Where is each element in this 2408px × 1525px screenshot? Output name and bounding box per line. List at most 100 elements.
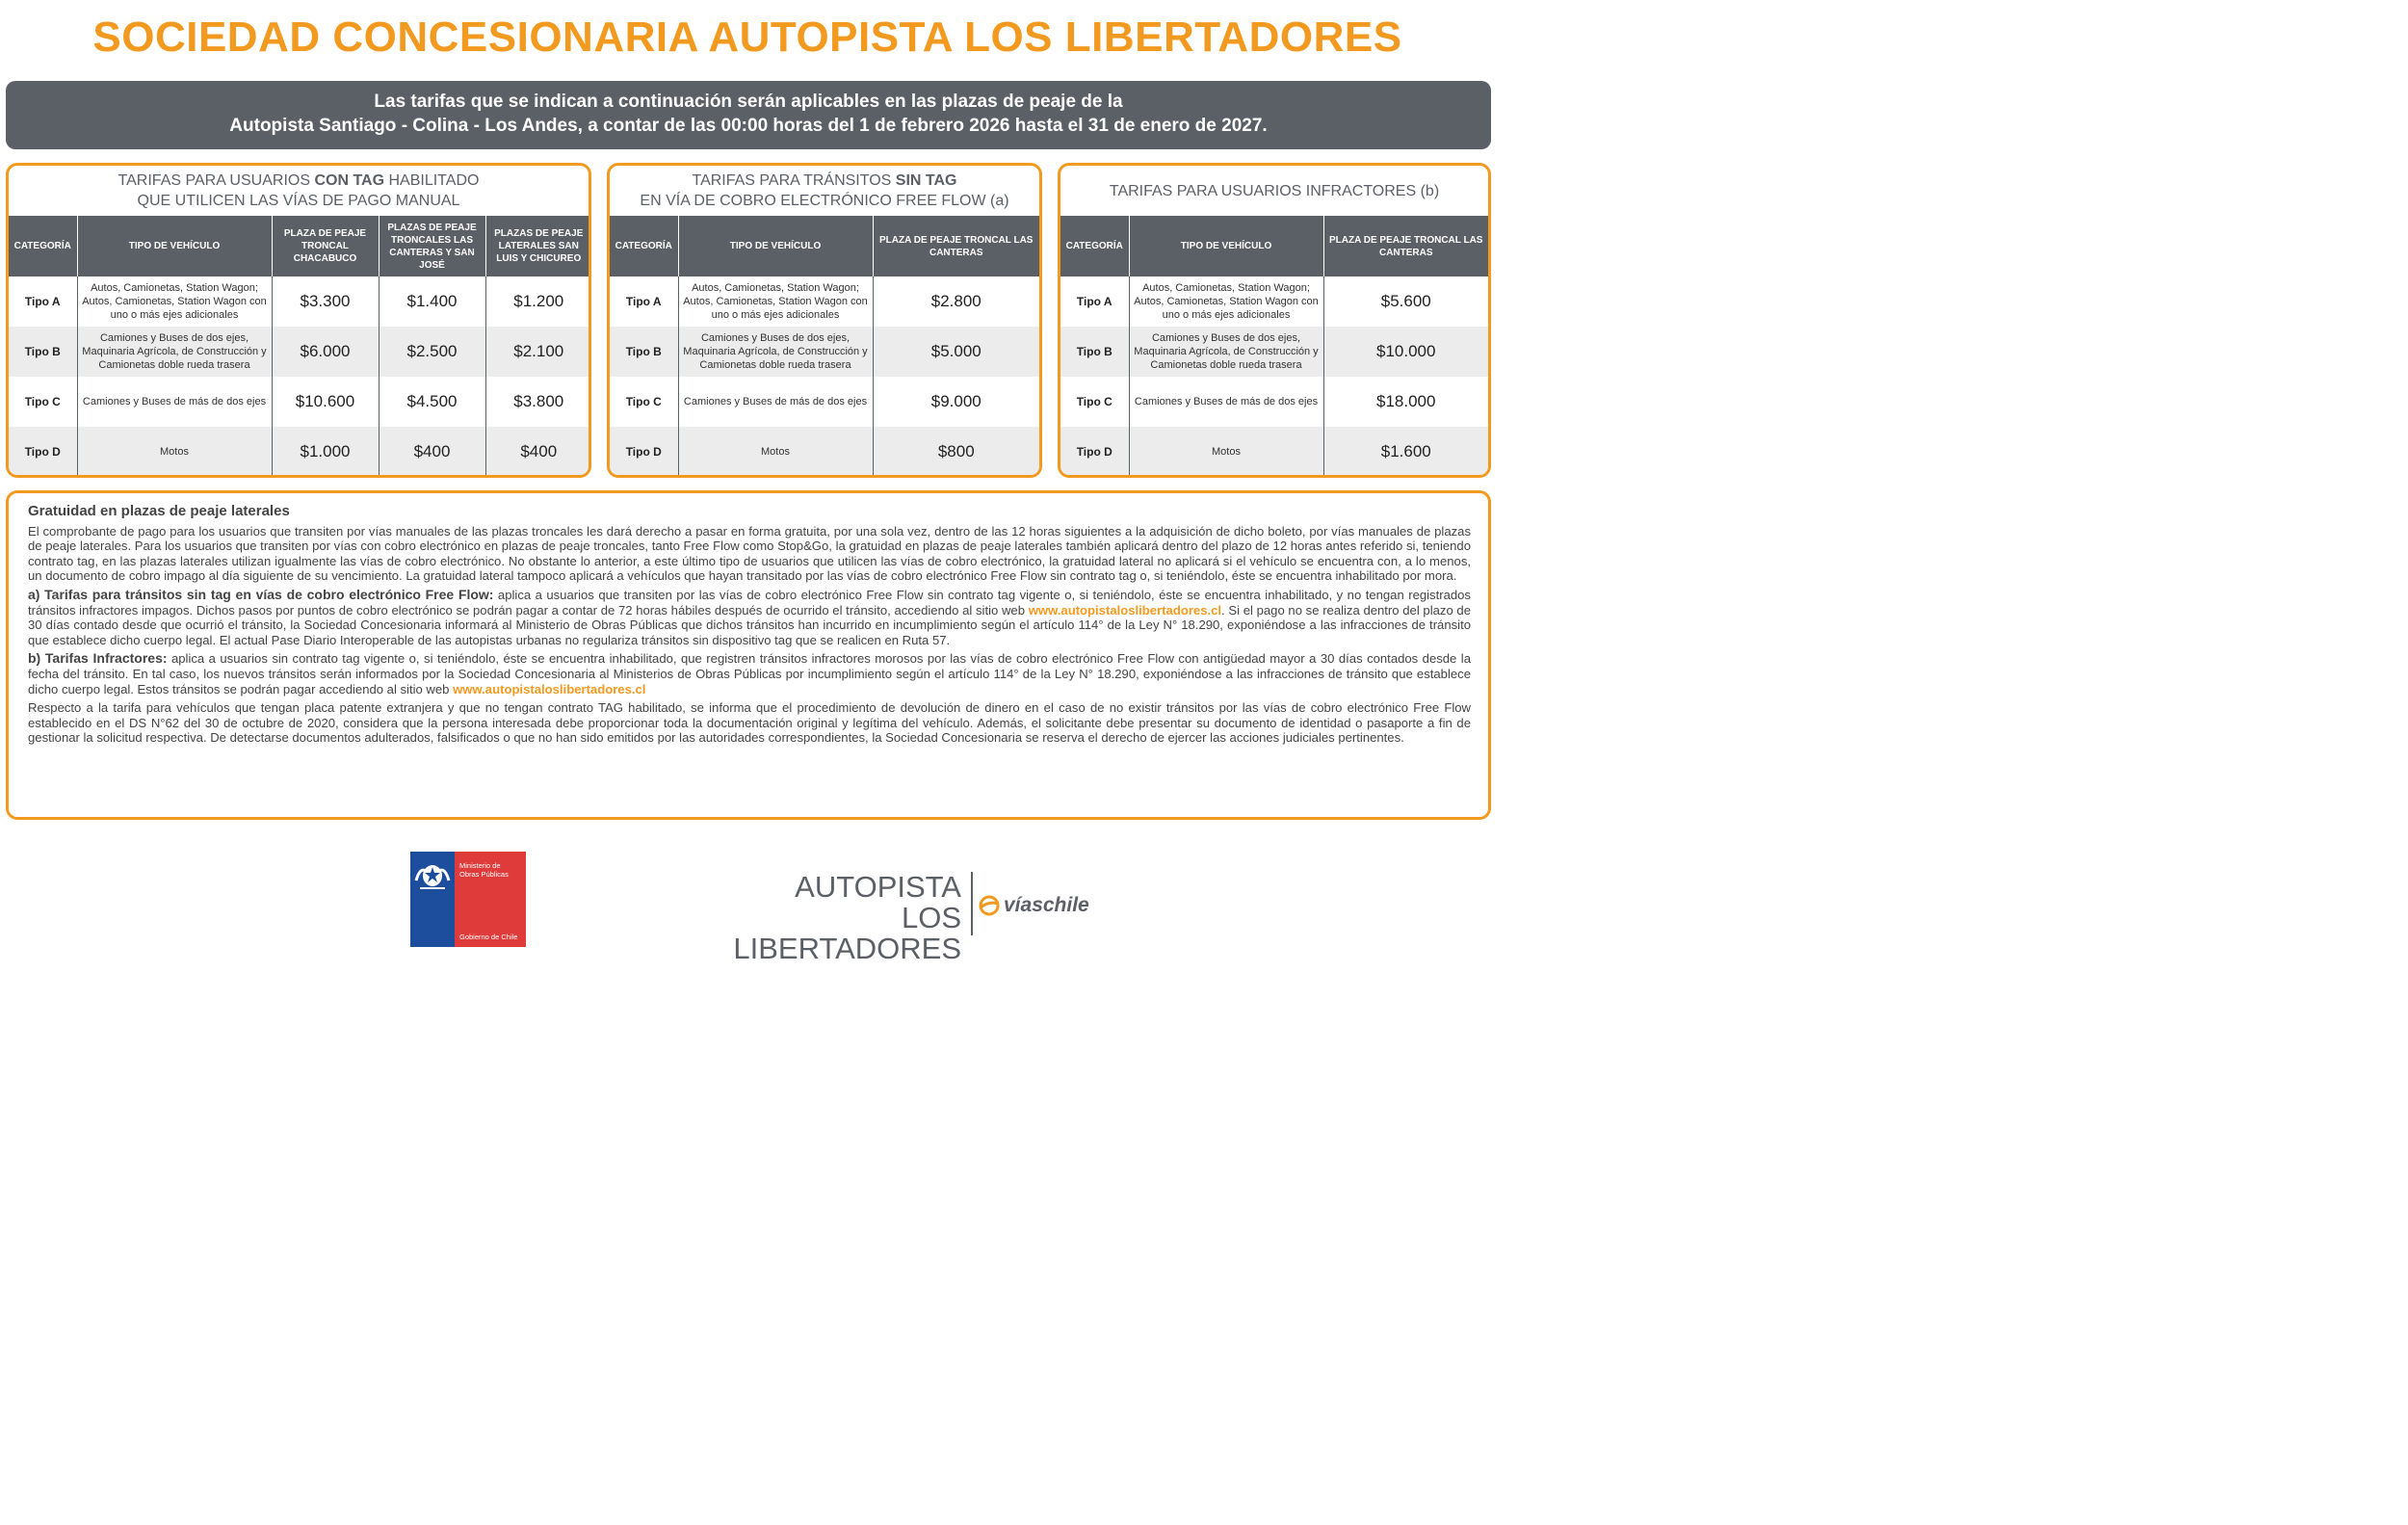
title-part: HABILITADO xyxy=(384,172,480,189)
vehicle-cell: Camiones y Buses de dos ejes, Maquinaria… xyxy=(76,327,272,377)
price-cell: $6.000 xyxy=(271,327,379,377)
mop-text-2: Obras Públicas xyxy=(459,870,509,879)
price-cell: $400 xyxy=(484,427,589,475)
table-row: Tipo B Camiones y Buses de dos ejes, Maqu… xyxy=(1060,327,1488,377)
note-b-label: b) Tarifas Infractores: xyxy=(28,650,168,667)
table-row: Tipo A Autos, Camionetas, Station Wagon; … xyxy=(9,276,589,327)
table-row: Tipo D Motos $1.600 xyxy=(1060,427,1488,475)
validity-banner: Las tarifas que se indican a continuació… xyxy=(6,81,1491,149)
vehicle-cell: Motos xyxy=(1128,427,1323,475)
viaschile-text: víaschile xyxy=(1004,894,1089,916)
category-cell: Tipo A xyxy=(625,295,662,308)
table-row: Tipo D Motos $800 xyxy=(610,427,1039,475)
table-row: Tipo C Camiones y Buses de más de dos eje… xyxy=(9,377,589,427)
table-row: Tipo B Camiones y Buses de dos ejes, Maqu… xyxy=(610,327,1039,377)
category-cell: Tipo D xyxy=(9,427,77,475)
tariff-box-sin-tag: TARIFAS PARA TRÁNSITOS SIN TAG EN VÍA DE… xyxy=(607,163,1042,478)
table-row: Tipo D Motos $1.000 $400 $400 xyxy=(9,427,589,475)
table-row: Tipo A Autos, Camionetas, Station Wagon; … xyxy=(1060,276,1488,327)
vehicle-cell: Camiones y Buses de dos ejes, Maquinaria… xyxy=(1128,327,1323,377)
title-line: TARIFAS PARA USUARIOS INFRACTORES (b) xyxy=(1109,182,1440,199)
col-header: TIPO DE VEHÍCULO xyxy=(76,216,272,276)
col-header: PLAZA DE PEAJE TRONCAL CHACABUCO xyxy=(271,216,379,276)
banner-line-2: Autopista Santiago - Colina - Los Andes,… xyxy=(229,116,1268,136)
table-row: Tipo C Camiones y Buses de más de dos eje… xyxy=(610,377,1039,427)
brand-line-1: AUTOPISTA xyxy=(795,870,961,904)
vehicle-cell: Camiones y Buses de más de dos ejes xyxy=(677,377,873,427)
logo-divider xyxy=(971,872,973,935)
category-cell: Tipo C xyxy=(24,395,61,408)
price-cell: $9.000 xyxy=(872,377,1039,427)
category-cell: Tipo B xyxy=(1060,327,1129,377)
price-cell: $2.500 xyxy=(378,327,485,377)
category-cell: Tipo B xyxy=(610,327,678,377)
tariff-box-con-tag: TARIFAS PARA USUARIOS CON TAG HABILITADO… xyxy=(6,163,591,478)
price-cell: $10.000 xyxy=(1322,327,1488,377)
price-cell: $2.100 xyxy=(484,327,589,377)
price-cell: $5.000 xyxy=(872,327,1039,377)
tariff-table-con-tag: CATEGORÍA TIPO DE VEHÍCULO PLAZA DE PEAJ… xyxy=(9,216,589,475)
page-title: SOCIEDAD CONCESIONARIA AUTOPISTA LOS LIB… xyxy=(92,13,1402,61)
col-header: PLAZAS DE PEAJE TRONCALES LAS CANTERAS Y… xyxy=(378,216,485,276)
mop-logo: Ministerio de Obras Públicas Gobierno de… xyxy=(410,852,526,947)
vehicle-cell: Autos, Camionetas, Station Wagon; Autos,… xyxy=(76,276,272,327)
vehicle-cell: Camiones y Buses de dos ejes, Maquinaria… xyxy=(677,327,873,377)
col-header: PLAZAS DE PEAJE LATERALES SAN LUIS Y CHI… xyxy=(484,216,589,276)
note-a-text: aplica a usuarios que transiten por las … xyxy=(28,587,1471,618)
vehicle-cell: Camiones y Buses de más de dos ejes xyxy=(1128,377,1323,427)
col-header: TIPO DE VEHÍCULO xyxy=(1128,216,1323,276)
price-cell: $1.200 xyxy=(484,276,589,327)
tariff-box-infractores-title: TARIFAS PARA USUARIOS INFRACTORES (b) xyxy=(1060,166,1488,216)
price-cell: $3.300 xyxy=(271,276,379,327)
price-cell: $5.600 xyxy=(1322,276,1488,327)
tariff-box-infractores: TARIFAS PARA USUARIOS INFRACTORES (b) CA… xyxy=(1058,163,1491,478)
title-line-2: QUE UTILICEN LAS VÍAS DE PAGO MANUAL xyxy=(137,193,460,209)
category-cell: Tipo C xyxy=(625,395,662,408)
tariff-box-sin-tag-title: TARIFAS PARA TRÁNSITOS SIN TAG EN VÍA DE… xyxy=(610,166,1039,216)
vehicle-cell: Autos, Camionetas, Station Wagon; Autos,… xyxy=(1128,276,1323,327)
info-paragraph-b: b) Tarifas Infractores: aplica a usuario… xyxy=(28,651,1471,697)
tariff-table-infractores: CATEGORÍA TIPO DE VEHÍCULO PLAZA DE PEAJ… xyxy=(1060,216,1488,475)
title-part: TARIFAS PARA USUARIOS xyxy=(118,172,315,189)
title-line-2: EN VÍA DE COBRO ELECTRÓNICO FREE FLOW (a… xyxy=(640,193,1009,209)
price-cell: $800 xyxy=(872,427,1039,475)
mop-logo-blue xyxy=(410,852,455,947)
note-a-text-2: . Si el pago no se realiza dentro del pl… xyxy=(28,602,1471,647)
info-paragraph-extranjera: Respecto a la tarifa para vehículos que … xyxy=(28,700,1471,746)
info-paragraph-gratuidad: El comprobante de pago para los usuarios… xyxy=(28,523,1471,584)
mop-text-1: Ministerio de xyxy=(459,861,501,870)
vehicle-cell: Camiones y Buses de más de dos ejes xyxy=(76,377,272,427)
note-b-text: aplica a usuarios sin contrato tag vigen… xyxy=(28,651,1471,697)
category-cell: Tipo B xyxy=(9,327,77,377)
category-cell: Tipo A xyxy=(1076,295,1112,308)
table-row: Tipo C Camiones y Buses de más de dos eje… xyxy=(1060,377,1488,427)
website-link[interactable]: www.autopistaloslibertadores.cl xyxy=(453,681,646,697)
vehicle-cell: Motos xyxy=(677,427,873,475)
info-heading: Gratuidad en plazas de peaje laterales xyxy=(28,503,290,519)
price-cell: $3.800 xyxy=(484,377,589,427)
website-link[interactable]: www.autopistaloslibertadores.cl xyxy=(1028,602,1222,618)
vehicle-cell: Autos, Camionetas, Station Wagon; Autos,… xyxy=(677,276,873,327)
table-row: Tipo A Autos, Camionetas, Station Wagon; … xyxy=(610,276,1039,327)
price-cell: $18.000 xyxy=(1322,377,1488,427)
category-cell: Tipo A xyxy=(24,295,61,308)
category-cell: Tipo D xyxy=(610,427,678,475)
brand-line-2: LOS LIBERTADORES xyxy=(733,901,961,965)
title-bold: CON TAG xyxy=(314,172,385,189)
table-row: Tipo B Camiones y Buses de dos ejes, Maqu… xyxy=(9,327,589,377)
autopista-brand-logo: AUTOPISTA LOS LIBERTADORES xyxy=(697,872,961,964)
tariff-box-con-tag-title: TARIFAS PARA USUARIOS CON TAG HABILITADO… xyxy=(9,166,589,216)
col-header: PLAZA DE PEAJE TRONCAL LAS CANTERAS xyxy=(872,216,1039,276)
col-header: CATEGORÍA xyxy=(9,216,77,276)
info-box: Gratuidad en plazas de peaje laterales E… xyxy=(6,490,1491,820)
price-cell: $1.000 xyxy=(271,427,379,475)
col-header: CATEGORÍA xyxy=(610,216,678,276)
viaschile-logo: víaschile xyxy=(979,894,1089,917)
coat-of-arms-icon xyxy=(414,865,451,889)
title-part: TARIFAS PARA TRÁNSITOS xyxy=(692,172,896,189)
col-header: PLAZA DE PEAJE TRONCAL LAS CANTERAS xyxy=(1322,216,1488,276)
price-cell: $4.500 xyxy=(378,377,485,427)
price-cell: $2.800 xyxy=(872,276,1039,327)
col-header: CATEGORÍA xyxy=(1060,216,1129,276)
price-cell: $1.600 xyxy=(1322,427,1488,475)
